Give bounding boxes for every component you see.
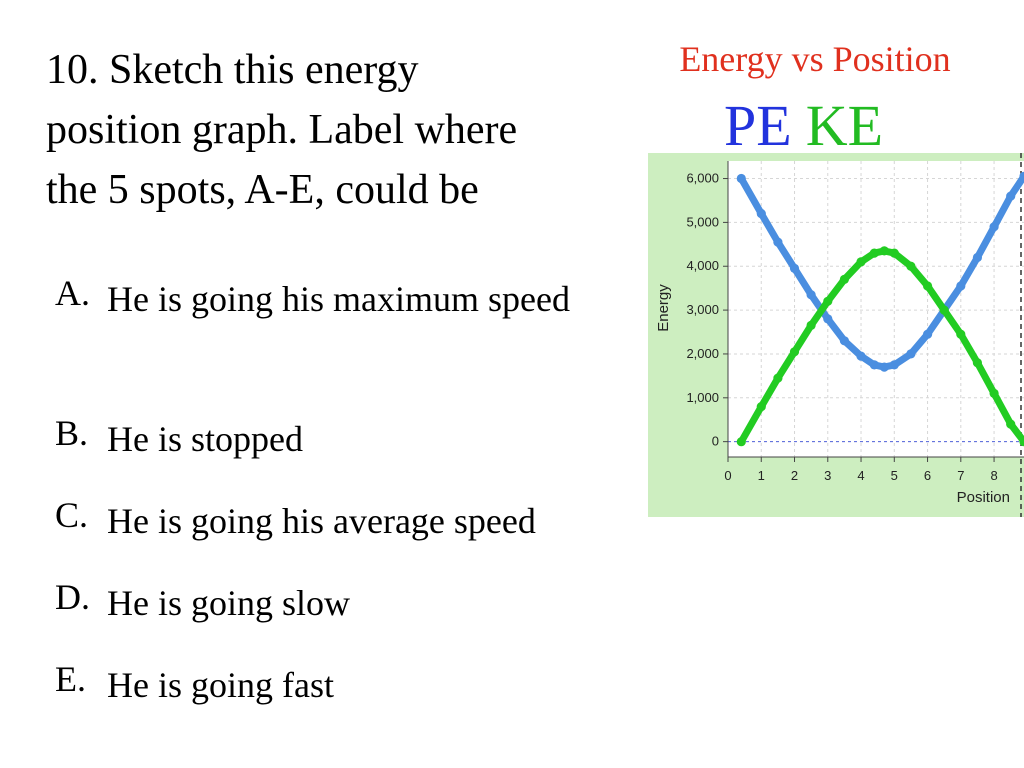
question-text: 10. Sketch this energy position graph. L…	[46, 40, 646, 220]
data-point-ke	[989, 388, 999, 398]
data-point-pe	[906, 349, 916, 359]
option-letter: C.	[55, 495, 89, 535]
data-point-ke	[939, 305, 949, 315]
data-point-pe	[972, 252, 982, 263]
data-point-pe	[923, 329, 933, 339]
x-tick-label: 7	[957, 468, 964, 483]
data-point-pe	[736, 173, 746, 184]
y-tick-label: 1,000	[686, 390, 719, 405]
data-point-pe	[856, 351, 866, 361]
data-point-pe	[989, 222, 999, 232]
data-point-pe	[1019, 171, 1024, 181]
y-tick-label: 3,000	[686, 302, 719, 317]
data-point-ke	[923, 281, 933, 291]
data-point-pe	[789, 263, 800, 273]
data-point-pe	[773, 237, 783, 247]
data-point-pe	[869, 360, 879, 370]
data-point-ke	[1006, 419, 1016, 429]
data-point-ke	[956, 329, 966, 339]
chart-title: Energy vs Position	[679, 39, 951, 79]
y-tick-label: 5,000	[686, 214, 719, 229]
x-tick-label: 2	[791, 468, 798, 483]
x-tick-label: 3	[824, 468, 831, 483]
option-text: He is stopped	[107, 419, 303, 459]
y-tick-label: 0	[712, 434, 719, 449]
option-letter: B.	[55, 413, 89, 453]
data-point-pe	[879, 362, 889, 372]
data-point-ke	[789, 347, 800, 357]
data-point-ke	[773, 373, 783, 383]
option-d: D. He is going slow	[55, 576, 695, 658]
series-layer	[736, 171, 1024, 447]
option-c: C. He is going his average speed	[55, 494, 695, 576]
option-a: A. He is going his maximum speed	[55, 272, 695, 412]
question-line: position graph. Label where	[46, 107, 518, 153]
option-letter: A.	[55, 273, 90, 313]
data-point-pe	[839, 336, 849, 346]
data-point-pe	[806, 290, 816, 300]
question-line: the 5 spots, A-E, could be	[46, 167, 479, 213]
x-tick-label: 4	[857, 468, 864, 483]
option-b: B. He is stopped	[55, 412, 695, 494]
answer-options-list: A. He is going his maximum speed B. He i…	[55, 272, 695, 738]
data-point-pe	[1006, 191, 1016, 201]
x-tick-label: 1	[758, 468, 765, 483]
legend-pe: PE	[724, 93, 792, 158]
data-point-pe	[956, 281, 966, 291]
data-point-ke	[889, 248, 899, 258]
data-point-ke	[736, 437, 746, 447]
y-tick-label: 6,000	[686, 171, 719, 186]
data-point-ke	[756, 402, 766, 412]
data-point-ke	[823, 296, 833, 306]
data-point-ke	[972, 358, 982, 368]
grid	[727, 161, 1024, 457]
y-tick-label: 2,000	[686, 346, 719, 361]
data-point-ke	[869, 248, 879, 258]
x-axis-title: Position	[957, 489, 1010, 506]
data-point-ke	[879, 246, 889, 256]
x-tick-label: 0	[724, 468, 731, 483]
x-tick-label: 6	[924, 468, 931, 483]
option-letter: E.	[55, 659, 86, 699]
option-text: He is going his average speed	[107, 501, 536, 541]
data-point-pe	[756, 209, 766, 219]
data-point-pe	[889, 360, 899, 370]
energy-position-chart: 0 1,000 2,000 3,000 4,000 5,000 6,000 0 1 2 3 4 5 6 7 8…	[648, 153, 1024, 517]
plot-area	[728, 161, 1024, 457]
legend-ke: KE	[805, 93, 884, 158]
data-point-ke	[806, 320, 816, 330]
data-point-ke	[856, 257, 866, 267]
option-letter: D.	[55, 577, 90, 617]
data-point-ke	[906, 261, 916, 271]
data-point-pe	[823, 314, 833, 324]
option-e: E. He is going fast	[55, 658, 695, 738]
question-line: 10. Sketch this energy	[46, 47, 419, 93]
data-point-ke	[1019, 437, 1024, 447]
x-tick-label: 8	[990, 468, 997, 483]
y-axis-title: Energy	[655, 284, 672, 332]
data-point-ke	[839, 274, 849, 284]
chart-legend: PE KE	[724, 92, 883, 159]
y-tick-label: 4,000	[686, 258, 719, 273]
option-text: He is going fast	[107, 665, 334, 705]
option-text: He is going slow	[107, 583, 350, 623]
series-ke	[736, 246, 1024, 447]
option-text: He is going his maximum speed	[107, 279, 570, 319]
x-tick-label: 5	[891, 468, 898, 483]
axis-ticks: 0 1,000 2,000 3,000 4,000 5,000 6,000 0 1 2 3 4 5 6 7 8	[686, 171, 997, 483]
